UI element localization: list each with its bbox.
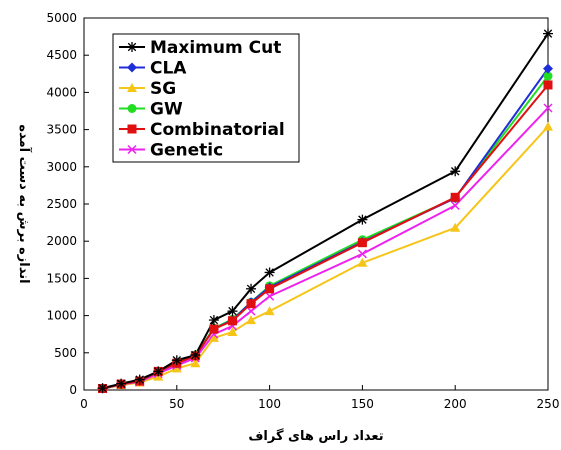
legend-marker-combinatorial [127,124,137,134]
point-maximum-cut [357,214,368,225]
point-combinatorial [265,284,275,294]
point-maximum-cut [543,28,553,39]
point-maximum-cut [134,374,145,385]
legend-marker-genetic [127,144,137,155]
point-sg [450,222,461,232]
point-combinatorial [357,238,367,248]
point-genetic [246,306,256,316]
x-tick-label: 250 [537,397,560,411]
legend-box [112,33,300,163]
point-sg [264,306,275,316]
point-genetic [357,249,367,259]
legend-marker-sg [127,83,137,92]
point-combinatorial [209,324,219,334]
point-maximum-cut [171,355,182,366]
y-tick-label: 4000 [46,85,77,99]
x-tick-label: 150 [351,397,374,411]
point-maximum-cut [208,315,219,326]
point-maximum-cut [246,283,257,294]
point-maximum-cut [227,306,238,317]
legend-label-genetic: Genetic [150,141,223,161]
point-cla [543,63,553,74]
y-tick-label: 1000 [46,309,77,323]
point-combinatorial [227,316,237,326]
point-sg [543,121,553,131]
legend-label-gw: GW [150,100,183,120]
y-tick-label: 2500 [46,197,77,211]
point-sg [357,257,368,267]
point-maximum-cut [450,166,461,177]
point-combinatorial [246,299,256,309]
point-combinatorial [450,192,460,202]
point-genetic [265,291,275,301]
point-sg [208,332,219,342]
point-sg [246,315,257,325]
legend-marker-cla [127,62,137,73]
point-maximum-cut [116,378,127,389]
point-maximum-cut [190,350,201,361]
y-axis-label: اندازه برش به دست آمده [16,124,33,283]
legend-marker-gw [127,104,137,113]
x-tick-label: 50 [169,397,184,411]
y-tick-label: 500 [54,346,77,360]
point-genetic [543,103,553,113]
point-sg [227,326,238,336]
y-tick-label: 1500 [46,271,77,285]
point-maximum-cut [153,366,164,377]
legend-label-cla: CLA [150,59,187,79]
y-tick-label: 3500 [46,123,77,137]
y-tick-label: 0 [69,383,77,397]
series-markers [97,28,553,394]
y-tick-label: 4500 [46,48,77,62]
point-gw [543,71,553,81]
point-genetic [450,200,460,211]
legend-label-combinatorial: Combinatorial [150,120,285,140]
x-axis-ticks: 0 50 100 150 200 250 [80,385,559,411]
y-tick-label: 3000 [46,160,77,174]
x-tick-label: 0 [80,397,88,411]
point-maximum-cut [97,383,108,394]
legend-label-sg: SG [150,79,176,99]
legend-label-maximum-cut: Maximum Cut [150,38,281,58]
x-tick-label: 100 [258,397,281,411]
x-tick-label: 200 [444,397,467,411]
point-maximum-cut [264,267,275,278]
y-tick-label: 2000 [46,234,77,248]
y-axis-ticks: 0 500 1000 1500 2000 2500 3000 3500 4000 4500 5000 [46,11,89,397]
point-sg [190,358,201,368]
point-combinatorial [543,80,553,90]
legend-marker-maximum-cut [127,42,137,52]
x-axis-label: تعداد راس های گراف [248,428,383,444]
y-tick-label: 5000 [46,11,77,25]
